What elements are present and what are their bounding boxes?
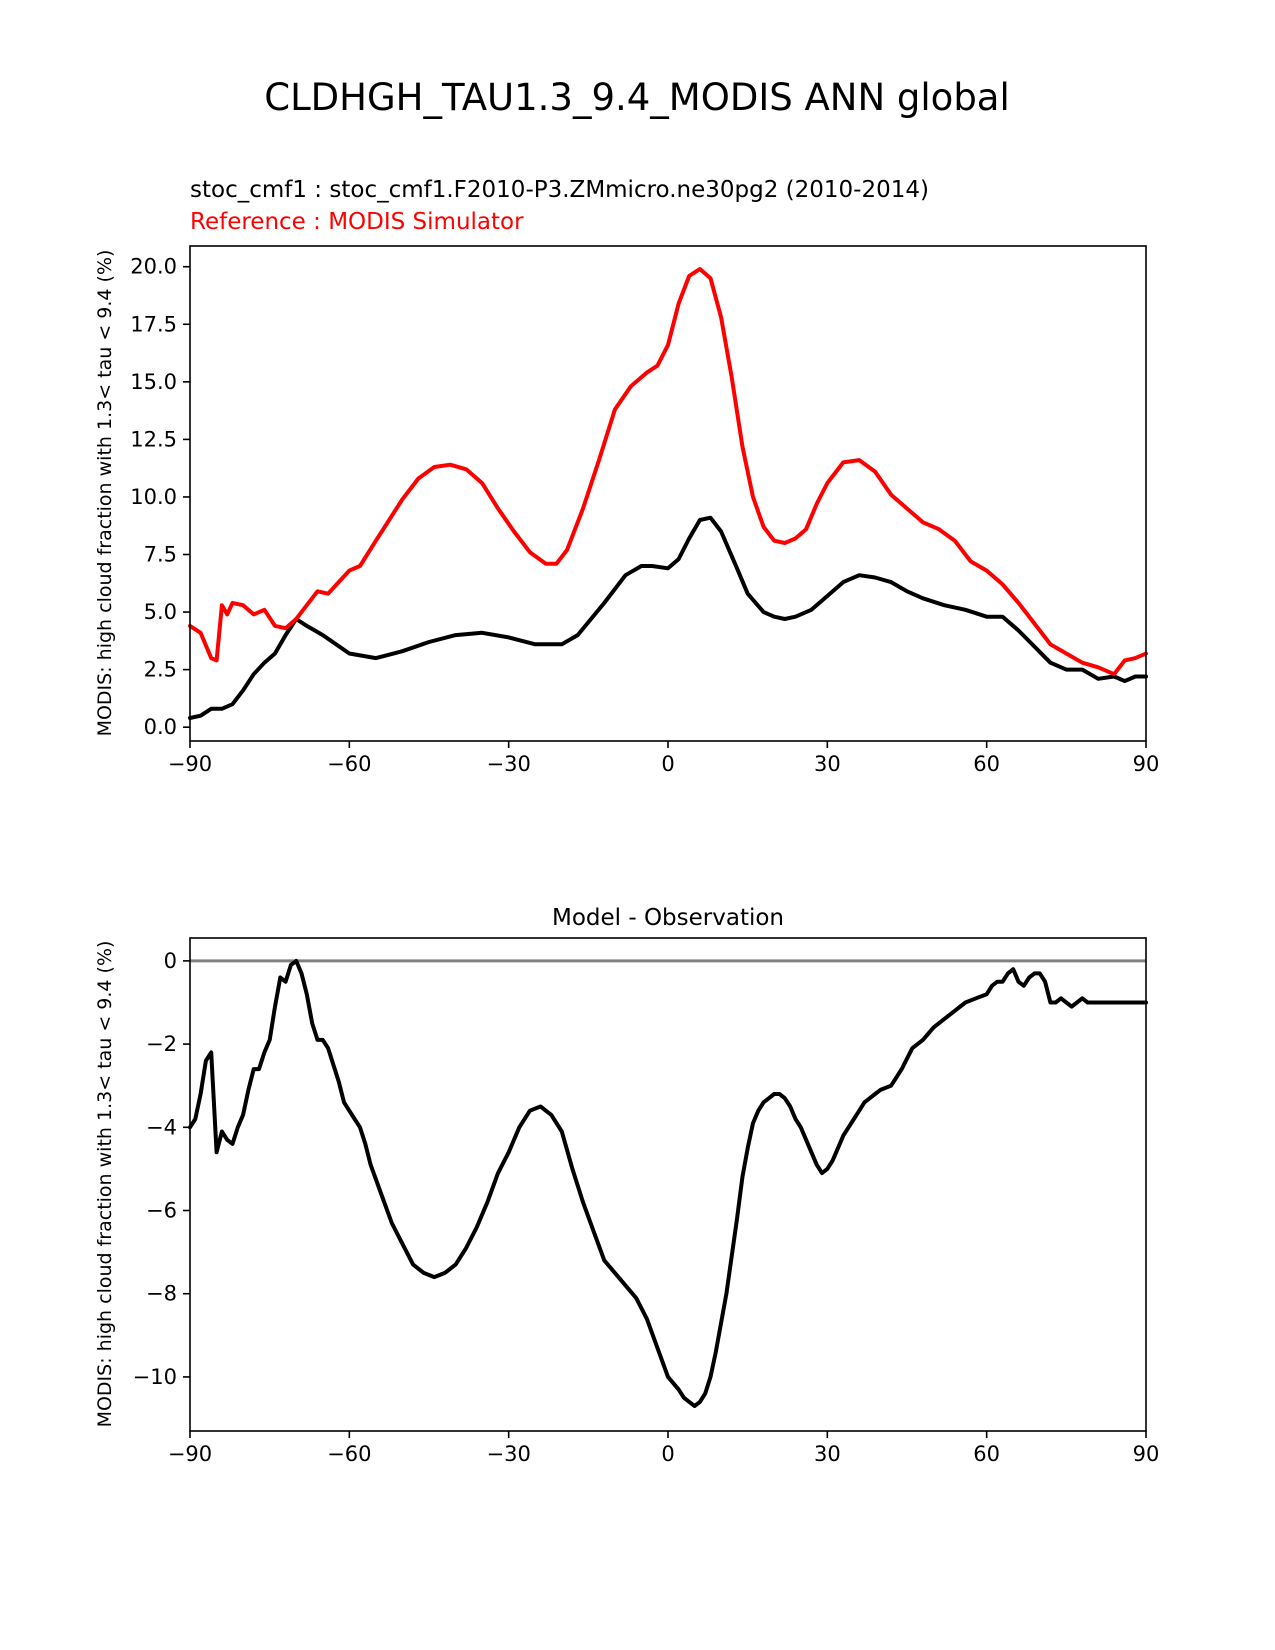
x-tick-label: −90 <box>168 1442 212 1466</box>
y-tick-label: 2.5 <box>144 658 177 682</box>
reference-series-line <box>188 267 1148 677</box>
y-axis-label: MODIS: high cloud fraction with 1.3< tau… <box>94 250 116 737</box>
y-tick-label: 5.0 <box>144 600 177 624</box>
y-tick-label: 12.5 <box>130 427 177 451</box>
y-tick-label: −2 <box>146 1032 177 1056</box>
tick-group: −90 −60 −30 0 30 60 90 0.0 2.5 5.0 7.5 10.0 12.5 15.0… <box>130 255 1159 776</box>
top-panel: stoc_cmf1 : stoc_cmf1.F2010-P3.ZMmicro.n… <box>94 177 1159 776</box>
y-tick-label: −8 <box>146 1282 177 1306</box>
x-tick-label: −60 <box>327 1442 371 1466</box>
x-tick-label: −90 <box>168 752 212 776</box>
x-tick-label: 30 <box>814 1442 841 1466</box>
test-subtitle: stoc_cmf1 : stoc_cmf1.F2010-P3.ZMmicro.n… <box>190 177 929 203</box>
y-tick-label: 20.0 <box>130 255 177 279</box>
y-tick-label: 7.5 <box>144 543 177 567</box>
y-tick-label: 0.0 <box>144 715 177 739</box>
x-tick-label: −60 <box>327 752 371 776</box>
y-tick-label: −4 <box>146 1115 177 1139</box>
y-axis-label: MODIS: high cloud fraction with 1.3< tau… <box>94 941 116 1428</box>
x-tick-label: 0 <box>661 1442 674 1466</box>
x-tick-label: −30 <box>487 1442 531 1466</box>
plot-area <box>188 267 1148 720</box>
x-tick-label: 90 <box>1133 752 1160 776</box>
y-tick-label: −10 <box>133 1365 177 1389</box>
y-tick-label: −6 <box>146 1199 177 1223</box>
x-tick-label: 90 <box>1133 1442 1160 1466</box>
reference-subtitle: Reference : MODIS Simulator <box>190 209 524 235</box>
x-tick-label: 30 <box>814 752 841 776</box>
x-tick-label: 0 <box>661 752 674 776</box>
difference-series-line <box>188 958 1148 1408</box>
y-tick-label: 17.5 <box>130 312 177 336</box>
test-series-line <box>188 515 1148 720</box>
tick-group: −90 −60 −30 0 30 60 90 0 −2 −4 −6 −8 −10 <box>133 949 1160 1466</box>
axes-frame <box>189 937 1147 1432</box>
y-tick-label: 10.0 <box>130 485 177 509</box>
x-tick-label: −30 <box>487 752 531 776</box>
plot-area <box>188 958 1148 1408</box>
panel-title: Model - Observation <box>552 905 784 931</box>
y-tick-label: 15.0 <box>130 370 177 394</box>
figure-title: CLDHGH_TAU1.3_9.4_MODIS ANN global <box>264 76 1010 119</box>
axes-frame <box>189 245 1147 742</box>
y-tick-label: 0 <box>164 949 177 973</box>
x-tick-label: 60 <box>973 752 1000 776</box>
x-tick-label: 60 <box>973 1442 1000 1466</box>
bottom-panel: Model - Observation MODIS: high cloud fr… <box>94 905 1159 1466</box>
